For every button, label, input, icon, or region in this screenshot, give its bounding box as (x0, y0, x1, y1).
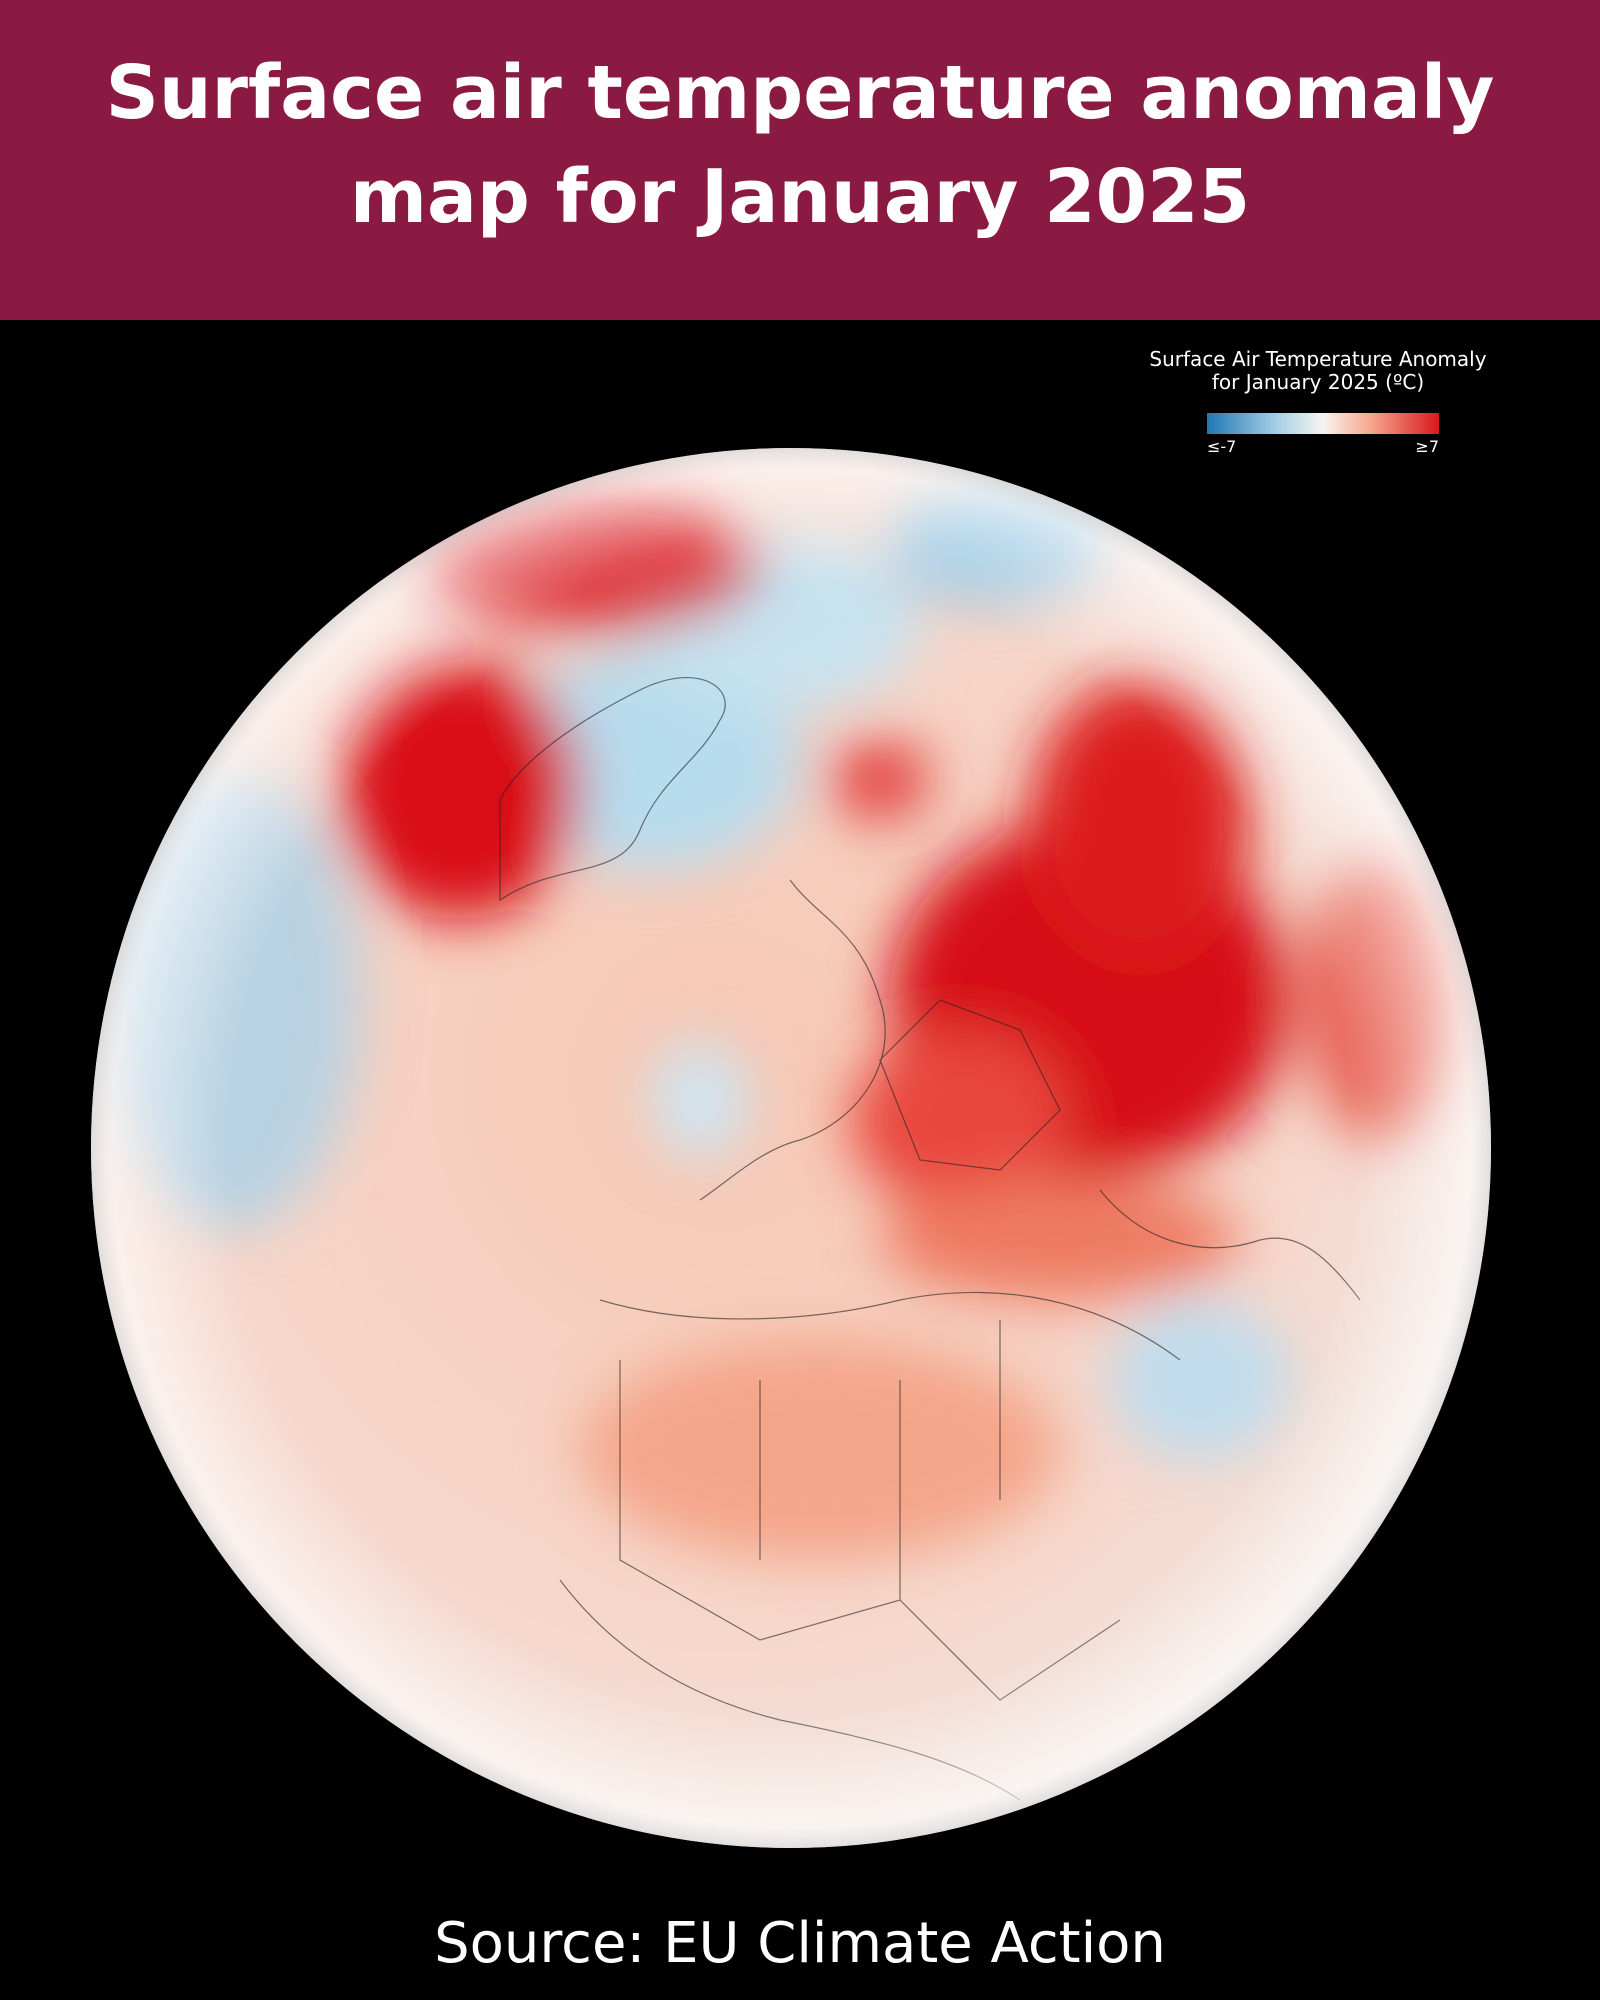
source-text: Source: EU Climate Action (434, 1911, 1166, 1976)
legend-max-label: ≥7 (1415, 437, 1439, 456)
globe (91, 448, 1491, 1848)
legend-min-label: ≤-7 (1207, 437, 1236, 456)
legend-color-bar (1207, 413, 1439, 434)
legend-title: Surface Air Temperature Anomaly (1149, 347, 1486, 371)
legend: Surface Air Temperature Anomaly for Janu… (1149, 347, 1486, 456)
title-line: Surface air temperature anomaly (106, 50, 1495, 136)
title-line: map for January 2025 (350, 154, 1250, 240)
legend-title: for January 2025 (ºC) (1212, 370, 1424, 394)
header-band (0, 0, 1600, 320)
